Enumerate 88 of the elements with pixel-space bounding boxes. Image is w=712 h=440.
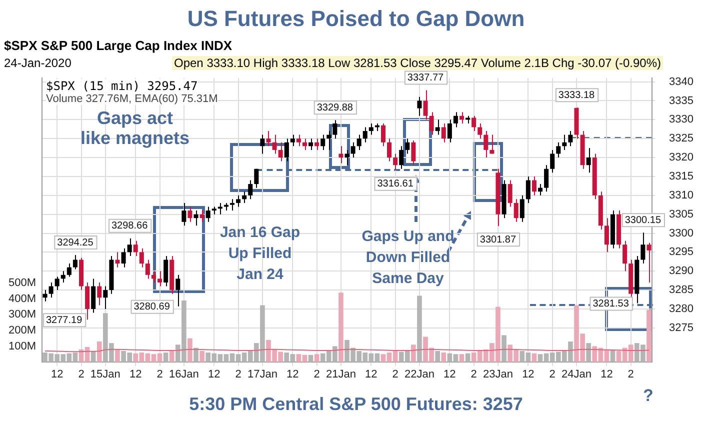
bar <box>586 343 591 362</box>
x-tick-label: 2 <box>314 368 320 381</box>
y-tick-label: 3330 <box>669 114 694 126</box>
annotation: $SPX (15 min) 3295.47 <box>46 79 198 93</box>
y2-tick-label: 300M <box>8 308 36 321</box>
bar <box>435 350 440 362</box>
bar <box>459 354 464 362</box>
annotation: Volume 327.76M, EMA(60) 75.31M <box>46 93 218 105</box>
text: Open 3333.10 High 3333.18 Low 3281.53 Close 3295.47 Volume 2.1B Chg -30.07 (-0.90%) <box>172 56 664 70</box>
y-tick-label: 3275 <box>669 322 694 334</box>
x-tick-label: 17Jan <box>247 368 278 381</box>
x-tick-label: 2 <box>78 368 84 381</box>
text: 5:30 PM Central S&P 500 Futures: 3257 <box>189 394 523 414</box>
y-tick-label: 3295 <box>669 246 694 258</box>
x-tick-label: 12 <box>365 368 378 381</box>
x-tick-label: 2 <box>549 368 556 381</box>
x-tick-label: 22Jan <box>404 368 434 381</box>
bar <box>169 350 174 362</box>
annotation: 3329.88 <box>316 102 354 114</box>
annotation: 3333.18 <box>558 90 596 101</box>
x-tick-label: 2 <box>628 368 634 381</box>
bar <box>163 352 168 362</box>
y-tick-label: 3325 <box>669 132 694 145</box>
text: 24-Jan-2020 <box>4 56 72 70</box>
y-tick-label: 3320 <box>669 152 694 164</box>
annotation: 3316.61 <box>377 178 414 190</box>
bar <box>115 349 120 362</box>
bar <box>338 292 344 362</box>
bar <box>308 354 314 362</box>
y-tick-label: 3340 <box>669 76 694 88</box>
annotation: 3298.66 <box>111 220 148 232</box>
annotation: Gaps act like magnets <box>80 108 190 148</box>
annotation: 3301.87 <box>480 234 516 246</box>
y-tick-label: 3335 <box>669 94 694 107</box>
x-tick-label: 12 <box>286 368 299 381</box>
y-tick-label: 3315 <box>669 170 694 182</box>
bar <box>502 335 506 362</box>
x-tick-label: 16Jan <box>168 368 199 381</box>
y-tick-label: 3305 <box>669 208 694 220</box>
bar <box>314 354 320 362</box>
annotation: 3337.77 <box>407 72 444 84</box>
x-tick-label: 12 <box>444 368 456 381</box>
candlestick <box>266 130 271 147</box>
bar <box>96 341 102 362</box>
bar <box>417 296 422 362</box>
x-tick-label: 12 <box>522 368 534 381</box>
x-tick-label: 24Jan <box>562 368 592 381</box>
y-tick-label: 3290 <box>669 265 694 278</box>
bar <box>465 353 470 362</box>
x-tick-label: 23Jan <box>483 368 513 381</box>
x-tick-label: 15Jan <box>90 368 120 381</box>
text: $SPX S&P 500 Large Cap Index INDX <box>4 38 232 53</box>
bar <box>646 310 652 362</box>
y-tick-label: 3300 <box>669 227 694 240</box>
annotation: 3294.25 <box>57 237 94 248</box>
annotation: 3300.15 <box>624 214 662 226</box>
x-tick-label: 12 <box>50 368 64 381</box>
bar <box>411 344 416 362</box>
x-tick-label: 12 <box>129 368 142 381</box>
text: ? <box>643 386 654 406</box>
y-tick-label: 3280 <box>669 303 694 316</box>
x-tick-label: 2 <box>235 368 242 381</box>
y2-tick-label: 100M <box>8 340 36 352</box>
x-tick-label: 21Jan <box>326 368 356 381</box>
y2-tick-label: 400M <box>8 292 36 305</box>
annotation: 3281.53 <box>592 298 630 310</box>
chart-title: US Futures Poised to Gap Down <box>186 6 526 32</box>
bar <box>532 353 537 362</box>
bar <box>441 352 446 362</box>
y2-tick-label: 200M <box>8 324 36 336</box>
x-tick-label: 2 <box>156 368 163 381</box>
x-tick-label: 12 <box>600 368 613 381</box>
bar <box>194 348 198 362</box>
y2-tick-label: 500M <box>8 277 36 290</box>
bar <box>200 350 204 362</box>
x-tick-label: 2 <box>392 368 398 381</box>
y-tick-label: 3310 <box>669 189 694 202</box>
y-tick-label: 3285 <box>669 284 694 296</box>
annotation: Gaps Up and Down Filled Same Day <box>360 227 456 289</box>
x-tick-label: 2 <box>470 368 477 381</box>
annotation: Jan 16 Gap Up Filled Jan 24 <box>218 223 302 285</box>
annotation: 3277.19 <box>46 314 83 326</box>
candlestick <box>344 149 350 166</box>
bar <box>188 338 192 362</box>
annotation: 3280.69 <box>134 302 170 313</box>
bar <box>610 350 616 362</box>
x-tick-label: 12 <box>208 368 220 381</box>
bar <box>90 350 96 362</box>
